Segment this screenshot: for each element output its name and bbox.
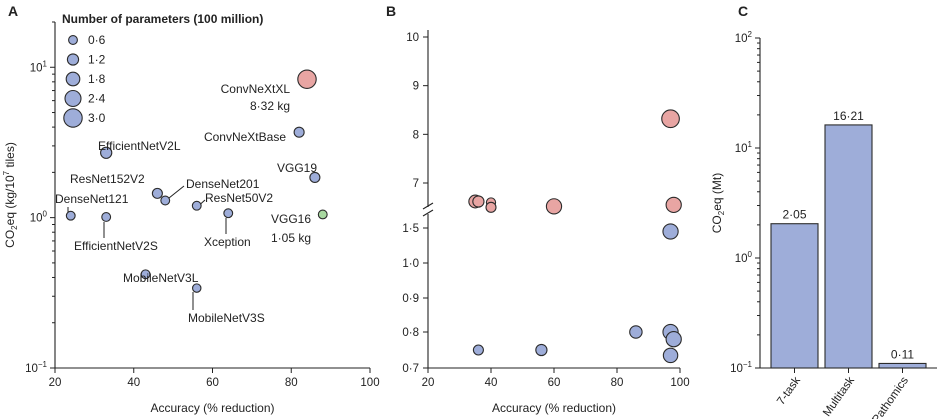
data-point: [100, 146, 113, 159]
x-tick-label: 80: [285, 377, 298, 389]
point-label: VGG19: [277, 161, 317, 175]
data-point: [223, 208, 234, 219]
y-tick-label: 101: [735, 140, 753, 155]
legend-size-marker: [66, 53, 80, 66]
y-tick-label: 100: [30, 210, 48, 225]
legend-entry-label: 2·4: [88, 92, 106, 106]
point-label: MobileNetV3S: [188, 311, 265, 325]
data-point: [472, 195, 485, 208]
y-tick-label: 9: [413, 81, 419, 93]
legend-title: Number of parameters (100 million): [62, 12, 263, 26]
x-category-label: 7-task: [775, 375, 803, 408]
x-category-label: Multitask: [821, 375, 857, 419]
x-tick-label: 40: [485, 377, 498, 389]
legend-entry-label: 1·2: [88, 53, 106, 67]
point-label: ConvNeXtBase: [204, 130, 286, 144]
bar: [878, 362, 927, 369]
y-tick-label: 102: [735, 30, 753, 45]
panel-a-scatter-plot: A 20 40 60 80 100 10−1 100 101 Accuracy (% reduct…: [2, 3, 380, 415]
legend-size-marker: [68, 35, 78, 45]
bar-value-label: 2·05: [782, 208, 806, 222]
y-tick-label: 10−1: [25, 360, 47, 375]
point-label: DenseNet121: [55, 192, 129, 206]
legend-size-marker: [64, 89, 82, 108]
y-tick-label: 10−1: [730, 360, 752, 375]
data-point: [317, 209, 328, 220]
axis-break-mark: [422, 209, 434, 217]
data-point: [665, 331, 682, 348]
point-label: EfficientNetV2S: [74, 239, 158, 253]
point-label: VGG16: [271, 212, 311, 226]
data-point: [160, 195, 171, 206]
data-point: [140, 269, 151, 280]
point-label: DenseNet201: [186, 177, 260, 191]
data-point: [101, 212, 112, 222]
data-point: [535, 343, 548, 357]
y-tick-label: 100: [735, 250, 753, 265]
x-tick-label: 20: [49, 377, 62, 389]
x-axis-label: Accuracy (% reduction): [492, 401, 616, 415]
x-axis-label: Accuracy (% reduction): [150, 401, 274, 415]
point-label: Xception: [204, 235, 251, 249]
data-point: [309, 171, 321, 184]
x-category-label: Pathomics: [870, 375, 911, 419]
y-tick-label: 0·8: [402, 327, 419, 339]
panel-c-bar-chart: C 10−1 100 101 102 CO2eq (Mt) 2·05 7-task 16·21 M…: [710, 3, 937, 419]
legend-size-marker: [63, 108, 83, 128]
data-point: [665, 196, 682, 214]
x-tick-label: 100: [670, 377, 689, 389]
bar: [770, 223, 819, 369]
y-tick-label: 7: [413, 178, 419, 190]
y-axis-label: CO2eq (Mt): [710, 173, 726, 233]
x-tick-label: 60: [548, 377, 561, 389]
legend-entry-label: 3·0: [88, 111, 106, 125]
x-tick-label: 40: [127, 377, 140, 389]
y-tick-label: 1·0: [402, 258, 419, 270]
data-point: [297, 69, 317, 90]
data-point: [151, 187, 163, 199]
x-tick-label: 60: [206, 377, 219, 389]
panel-label-b: B: [386, 3, 396, 19]
panel-b-broken-axis-scatter: B 20 40 60 80 100 7 8 9 10 0·7 0·8 0·9 1·0 1·5 Accuracy…: [386, 3, 690, 415]
legend-size-marker: [65, 71, 81, 87]
data-point: [192, 283, 202, 293]
point-label: EfficientNetV2L: [98, 139, 181, 153]
y-tick-label: 1·5: [402, 223, 419, 235]
data-point: [662, 347, 679, 364]
point-annotation: 1·05 kg: [271, 231, 311, 245]
data-point: [485, 201, 497, 213]
point-label: ConvNeXtXL: [221, 82, 291, 96]
point-label: ResNet152V2: [70, 172, 145, 186]
legend-entry-label: 1·8: [88, 72, 106, 86]
data-point: [661, 109, 680, 129]
point-label: ResNet50V2: [205, 191, 273, 205]
legend-entry-label: 0·6: [88, 33, 106, 47]
y-axis-label: CO2eq (kg/107 tiles): [2, 142, 19, 248]
legend: Number of parameters (100 million) 0·6 1·2…: [62, 12, 263, 128]
y-tick-label: 0·7: [402, 363, 419, 375]
y-tick-label: 0·9: [402, 293, 419, 305]
data-point: [191, 200, 202, 211]
y-tick-label: 8: [413, 129, 419, 141]
data-point: [65, 210, 76, 221]
y-tick-label: 10: [406, 32, 419, 44]
bar: [824, 124, 873, 369]
data-point: [545, 198, 563, 215]
x-tick-label: 20: [422, 377, 435, 389]
axis-break-mark: [422, 202, 434, 210]
y-tick-label: 101: [30, 59, 48, 74]
panel-label-c: C: [738, 3, 748, 19]
point-annotation: 8·32 kg: [250, 99, 290, 113]
bar-value-label: 0·11: [891, 347, 914, 361]
panel-label-a: A: [8, 3, 18, 19]
bar-value-label: 16·21: [833, 109, 864, 123]
data-point: [629, 325, 643, 339]
data-point: [662, 223, 679, 240]
data-point: [293, 126, 305, 138]
point-label: MobileNetV3L: [123, 271, 199, 285]
x-tick-label: 100: [360, 377, 379, 389]
data-point: [472, 344, 484, 356]
x-tick-label: 80: [611, 377, 624, 389]
